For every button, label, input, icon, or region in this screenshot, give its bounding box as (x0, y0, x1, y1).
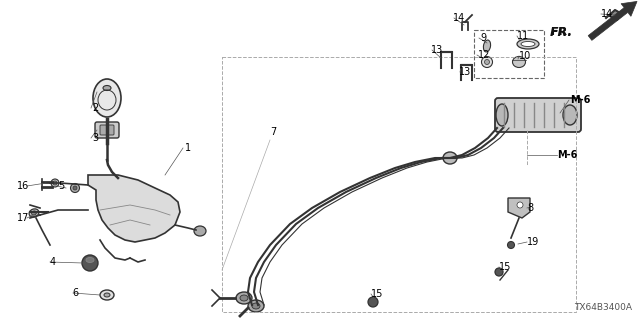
Text: 15: 15 (371, 289, 383, 299)
Ellipse shape (194, 226, 206, 236)
Ellipse shape (53, 181, 57, 185)
Ellipse shape (495, 268, 503, 276)
FancyBboxPatch shape (495, 98, 581, 132)
Ellipse shape (236, 292, 252, 304)
Text: 15: 15 (499, 262, 511, 272)
Ellipse shape (240, 295, 248, 301)
Polygon shape (606, 10, 622, 20)
Ellipse shape (513, 57, 525, 68)
Ellipse shape (70, 183, 79, 193)
Ellipse shape (252, 303, 260, 309)
Text: 1: 1 (185, 143, 191, 153)
Text: M-6: M-6 (570, 95, 590, 105)
Text: 13: 13 (431, 45, 444, 55)
Ellipse shape (521, 42, 535, 46)
FancyBboxPatch shape (100, 125, 114, 135)
Text: 16: 16 (17, 181, 29, 191)
FancyBboxPatch shape (95, 122, 119, 138)
Ellipse shape (481, 57, 493, 68)
FancyArrow shape (588, 1, 637, 40)
Text: 13: 13 (459, 67, 471, 77)
Text: 2: 2 (92, 103, 99, 113)
Text: 8: 8 (527, 203, 533, 213)
Ellipse shape (29, 209, 39, 217)
Ellipse shape (100, 290, 114, 300)
Text: 6: 6 (72, 288, 78, 298)
Text: 19: 19 (527, 237, 540, 247)
Text: 14: 14 (453, 13, 465, 23)
Ellipse shape (31, 211, 36, 215)
Bar (474, 30, 544, 78)
Text: M-6: M-6 (557, 150, 577, 160)
Circle shape (517, 202, 523, 208)
Ellipse shape (73, 186, 77, 190)
Ellipse shape (484, 60, 490, 65)
Ellipse shape (104, 293, 110, 297)
Text: 3: 3 (92, 133, 98, 143)
Text: 10: 10 (519, 51, 531, 61)
Ellipse shape (86, 258, 94, 262)
Text: 17: 17 (17, 213, 29, 223)
Text: 9: 9 (480, 33, 486, 43)
Ellipse shape (517, 39, 539, 49)
Text: 4: 4 (50, 257, 56, 267)
Text: FR.: FR. (550, 26, 573, 38)
Ellipse shape (368, 297, 378, 307)
Ellipse shape (496, 104, 508, 126)
Ellipse shape (103, 85, 111, 91)
Polygon shape (508, 198, 530, 218)
Text: 12: 12 (478, 50, 490, 60)
Ellipse shape (93, 79, 121, 117)
Text: FR.: FR. (552, 27, 572, 37)
Text: 14: 14 (601, 9, 613, 19)
Text: 11: 11 (517, 31, 529, 41)
Polygon shape (88, 175, 180, 242)
Ellipse shape (508, 242, 515, 249)
Ellipse shape (51, 179, 59, 187)
Ellipse shape (82, 255, 98, 271)
Ellipse shape (248, 300, 264, 312)
Text: TX64B3400A: TX64B3400A (574, 303, 632, 312)
Text: 7: 7 (270, 127, 276, 137)
Ellipse shape (483, 40, 491, 52)
Ellipse shape (563, 105, 577, 125)
Ellipse shape (443, 152, 457, 164)
Text: 5: 5 (58, 181, 64, 191)
